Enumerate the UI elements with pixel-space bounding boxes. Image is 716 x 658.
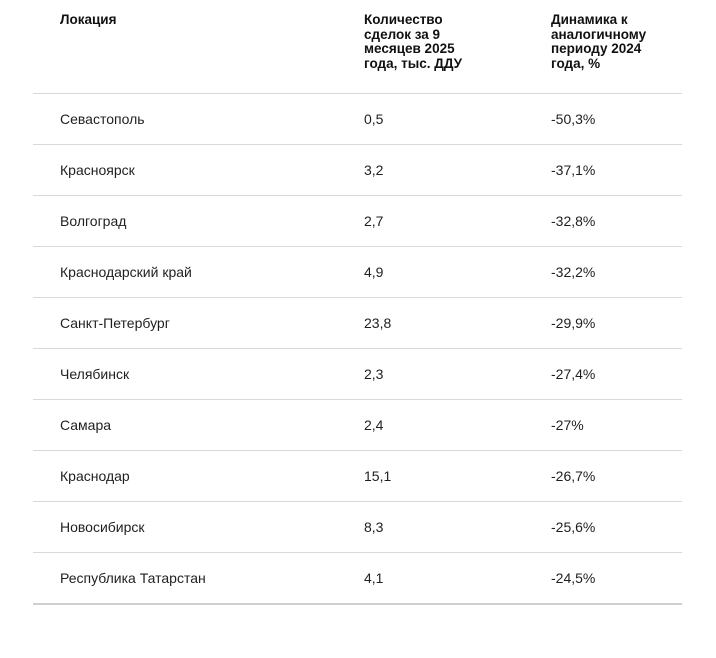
deals-table: Локация Количество сделок за 9 месяцев 2… xyxy=(33,0,682,605)
cell-deals-count: 4,9 xyxy=(364,264,384,280)
cell-deals-count: 8,3 xyxy=(364,519,384,535)
cell-dynamics: -27,4% xyxy=(551,366,596,382)
header-deals-count: Количество сделок за 9 месяцев 2025 года… xyxy=(364,12,463,71)
table-row: Самара 2,4 -27% xyxy=(33,400,682,451)
cell-location: Краснодар xyxy=(60,468,130,484)
cell-dynamics: -50,3% xyxy=(551,111,596,127)
cell-dynamics: -29,9% xyxy=(551,315,596,331)
table-row: Красноярск 3,2 -37,1% xyxy=(33,145,682,196)
cell-deals-count: 2,4 xyxy=(364,417,384,433)
table-row: Новосибирск 8,3 -25,6% xyxy=(33,502,682,553)
table-row: Краснодар 15,1 -26,7% xyxy=(33,451,682,502)
cell-dynamics: -37,1% xyxy=(551,162,596,178)
cell-dynamics: -27% xyxy=(551,417,584,433)
cell-deals-count: 2,7 xyxy=(364,213,384,229)
cell-location: Челябинск xyxy=(60,366,130,382)
table-row: Севастополь 0,5 -50,3% xyxy=(33,94,682,145)
cell-dynamics: -25,6% xyxy=(551,519,596,535)
cell-location: Новосибирск xyxy=(60,519,145,535)
table-row: Волгоград 2,7 -32,8% xyxy=(33,196,682,247)
cell-deals-count: 3,2 xyxy=(364,162,384,178)
cell-location: Севастополь xyxy=(60,111,145,127)
cell-location: Красноярск xyxy=(60,162,135,178)
table-header: Локация Количество сделок за 9 месяцев 2… xyxy=(33,0,682,94)
cell-location: Санкт-Петербург xyxy=(60,315,170,331)
header-location: Локация xyxy=(60,12,117,27)
cell-deals-count: 0,5 xyxy=(364,111,384,127)
cell-deals-count: 15,1 xyxy=(364,468,392,484)
table-row: Челябинск 2,3 -27,4% xyxy=(33,349,682,400)
header-dynamics: Динамика к аналогичному периоду 2024 год… xyxy=(551,12,647,71)
cell-location: Краснодарский край xyxy=(60,264,192,280)
cell-deals-count: 2,3 xyxy=(364,366,384,382)
table-row: Санкт-Петербург 23,8 -29,9% xyxy=(33,298,682,349)
table-row: Краснодарский край 4,9 -32,2% xyxy=(33,247,682,298)
cell-deals-count: 23,8 xyxy=(364,315,392,331)
cell-dynamics: -26,7% xyxy=(551,468,596,484)
cell-deals-count: 4,1 xyxy=(364,570,384,586)
table-row: Республика Татарстан 4,1 -24,5% xyxy=(33,553,682,605)
cell-location: Самара xyxy=(60,417,112,433)
cell-dynamics: -24,5% xyxy=(551,570,596,586)
cell-dynamics: -32,8% xyxy=(551,213,596,229)
cell-dynamics: -32,2% xyxy=(551,264,596,280)
cell-location: Волгоград xyxy=(60,213,127,229)
cell-location: Республика Татарстан xyxy=(60,570,206,586)
